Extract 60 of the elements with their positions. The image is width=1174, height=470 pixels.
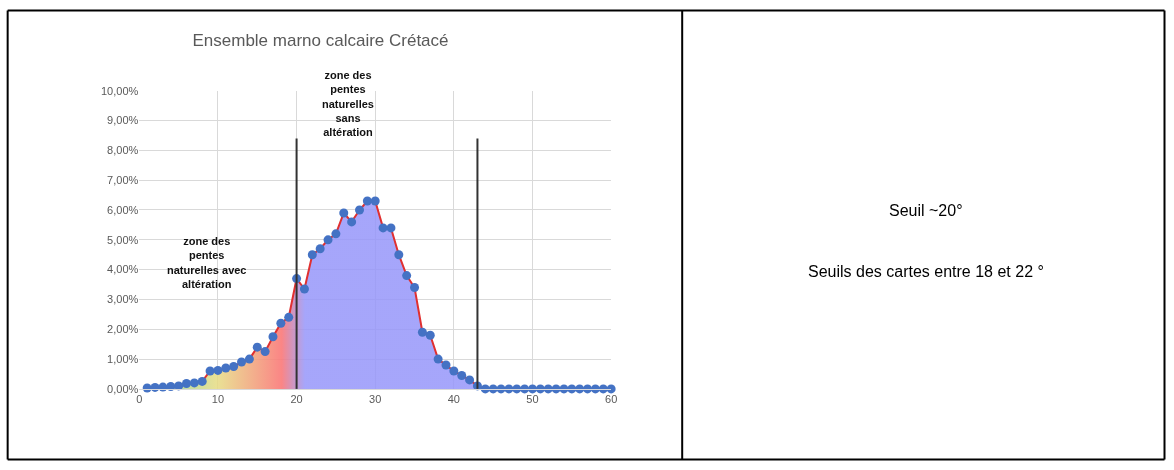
y-tick-label: 10,00%: [100, 84, 139, 97]
point: [205, 366, 215, 376]
point: [244, 354, 254, 364]
point: [441, 360, 451, 370]
point: [189, 378, 199, 388]
annotation: zone des pentes naturelles sans altération: [322, 69, 374, 139]
y-tick-label: 3,00%: [107, 293, 139, 306]
x-tick-label: 0: [136, 393, 143, 406]
point: [299, 284, 309, 294]
text: Seuil ~20°: [889, 202, 963, 219]
y-tick-label: 5,00%: [107, 233, 139, 246]
point: [213, 365, 223, 375]
point: [394, 250, 404, 260]
y-tick-label: 2,00%: [107, 323, 139, 336]
x-tick-label: 40: [447, 393, 460, 406]
point: [237, 357, 247, 367]
annotation: zone des pentes naturelles avec altération: [167, 235, 247, 290]
point: [378, 223, 388, 233]
point: [252, 342, 262, 352]
point: [339, 208, 349, 218]
point: [221, 363, 231, 373]
point: [362, 196, 372, 206]
y-tick-label: 6,00%: [107, 203, 139, 216]
chart-title: Ensemble marno calcaire Crétacé: [192, 30, 449, 50]
point: [386, 223, 396, 233]
point: [347, 217, 357, 227]
y-tick-label: 0,00%: [107, 382, 139, 395]
point: [457, 370, 467, 380]
x-tick-label: 30: [369, 393, 382, 406]
point: [370, 196, 380, 206]
point: [268, 332, 278, 342]
point: [417, 327, 427, 337]
point: [410, 283, 420, 293]
y-tick-label: 4,00%: [107, 263, 139, 276]
x-tick-label: 50: [526, 393, 539, 406]
point: [402, 271, 412, 281]
y-tick-label: 1,00%: [107, 352, 139, 365]
text: Seuils des cartes entre 18 et 22 °: [808, 263, 1044, 280]
point: [425, 330, 435, 340]
point: [315, 244, 325, 254]
point: [197, 376, 207, 386]
point: [355, 205, 364, 215]
point: [433, 354, 443, 364]
point: [276, 318, 286, 328]
point: [307, 250, 317, 260]
point: [449, 366, 459, 376]
point: [323, 235, 333, 245]
x-tick-label: 10: [211, 393, 225, 406]
x-tick-label: 60: [605, 393, 618, 406]
point: [229, 362, 239, 372]
point: [331, 229, 341, 239]
point: [606, 384, 616, 394]
point: [260, 347, 270, 357]
point: [465, 375, 475, 385]
point: [181, 379, 191, 389]
y-tick-label: 8,00%: [107, 144, 139, 157]
point: [284, 312, 294, 322]
y-tick-label: 7,00%: [107, 174, 139, 187]
x-tick-label: 20: [290, 393, 303, 406]
y-tick-label: 9,00%: [107, 114, 139, 127]
